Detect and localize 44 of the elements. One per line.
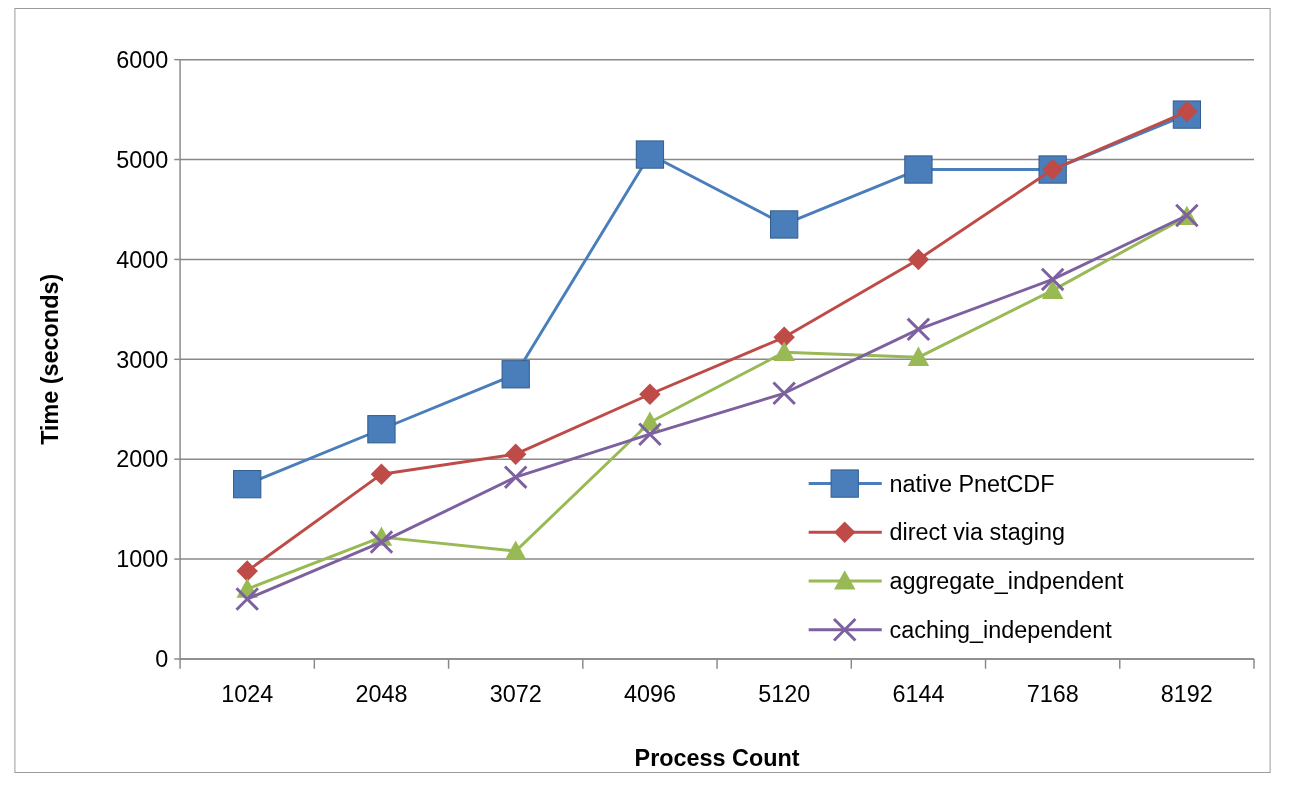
point [773,341,795,361]
point [369,529,394,555]
x-tick-label: 8192 [1160,680,1213,707]
point [504,540,527,560]
point [770,210,799,239]
legend-label: direct via staging [889,519,1065,546]
x-tick-label: 5120 [758,680,811,707]
x-tick-label: 4096 [623,680,676,707]
y-tick-label: 6000 [116,46,169,73]
x-axis-title: Process Count [634,745,800,772]
point [503,465,528,490]
point [773,326,795,349]
y-tick-label: 4000 [116,246,169,273]
y-tick-label: 2000 [116,446,169,473]
point [1041,279,1064,299]
legend-label: aggregate_indpendent [889,568,1125,595]
y-tick-label: 0 [155,646,169,673]
x-tick-label: 1024 [221,680,274,707]
point [907,248,930,271]
x-tick-label: 7168 [1026,680,1079,707]
point [906,317,931,342]
point [639,383,661,405]
point [904,155,933,184]
x-tick-label: 2048 [355,680,408,707]
x-tick-label: 6144 [892,680,945,707]
point [370,463,393,485]
point [635,140,665,169]
y-axis-title: Time (seconds) [37,273,64,445]
legend-label: caching_independent [889,616,1113,643]
y-tick-label: 1000 [116,546,169,573]
point [236,560,258,582]
point [233,470,262,499]
point [771,381,797,406]
y-tick-label: 3000 [116,346,169,373]
legend-label: native PnetCDF [889,470,1055,497]
point [235,586,260,612]
point [907,346,930,366]
point [501,360,530,389]
point [1040,267,1065,292]
point [504,443,527,465]
y-tick-label: 5000 [116,146,169,173]
point [637,422,663,447]
x-tick-label: 3072 [489,680,542,707]
point [367,415,396,444]
